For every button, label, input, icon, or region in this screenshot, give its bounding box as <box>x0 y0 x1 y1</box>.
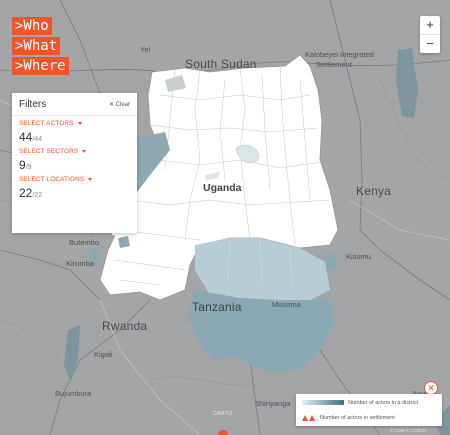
legend-settlement-label: Number of actors in settlement <box>320 414 395 421</box>
sectors-filter: SELECT SECTORS 9/9 <box>12 144 137 172</box>
chevron-down-icon <box>77 121 82 125</box>
actors-total: /44 <box>32 136 43 143</box>
locations-total: /22 <box>32 192 43 199</box>
map-label-kirumba: Kirumba <box>66 259 94 268</box>
sectors-total: /9 <box>25 164 32 171</box>
legend-gradient <box>302 400 344 405</box>
map-label-arusha: Arus <box>412 389 427 398</box>
map-label-musoma: Musoma <box>272 300 301 309</box>
logo-where: >Where <box>12 57 69 75</box>
actors-filter: SELECT ACTORS 44/44 <box>12 116 137 144</box>
map-label-kenya: Kenya <box>356 184 392 198</box>
map-label-settlement-line2: Settlement <box>316 60 352 69</box>
locations-filter: SELECT LOCATIONS 22/22 <box>12 172 137 200</box>
select-locations-dropdown[interactable]: SELECT LOCATIONS <box>19 176 130 183</box>
map-label-tanzania: Tanzania <box>192 300 242 314</box>
map-label-south-sudan: South Sudan <box>185 57 257 71</box>
map-label-butembo: Butembo <box>69 238 100 247</box>
locations-value: 22 <box>19 186 33 200</box>
clear-filters-button[interactable]: ✕ Clear <box>108 102 130 108</box>
zoom-control: + − <box>420 16 440 53</box>
filters-header: Filters ✕ Clear <box>12 93 137 116</box>
filters-panel: Filters ✕ Clear SELECT ACTORS 44/44 SELE… <box>12 93 137 233</box>
select-actors-dropdown[interactable]: SELECT ACTORS <box>19 120 130 127</box>
map-legend: Number of actors in a district Number of… <box>296 394 442 426</box>
legend-district-label: Number of actors in a district <box>348 399 418 406</box>
zoom-in-button[interactable]: + <box>426 17 434 32</box>
sectors-count: 9/9 <box>19 158 130 172</box>
select-actors-label: SELECT ACTORS <box>19 120 74 127</box>
logo-who: >Who <box>12 17 52 35</box>
map-label-bujumbura: Bujumbura <box>55 389 92 398</box>
logo-what: >What <box>12 37 61 55</box>
chevron-down-icon <box>82 149 87 153</box>
map-label-rwanda: Rwanda <box>102 319 148 333</box>
sectors-value: 9 <box>19 158 26 172</box>
filters-title: Filters <box>19 99 47 110</box>
map-label-settlement-line1: Kalobeyei Integrated <box>305 50 374 59</box>
select-sectors-label: SELECT SECTORS <box>19 148 79 155</box>
map-credits[interactable]: © OSM © CARTO <box>390 428 427 433</box>
legend-settlement-row: Number of actors in settlement <box>296 411 442 424</box>
map-label-shinyanga: Shinyanga <box>255 399 291 408</box>
settlement-triangle-icon <box>309 414 315 421</box>
select-locations-label: SELECT LOCATIONS <box>19 176 85 183</box>
map-label-kigali: Kigali <box>94 350 113 359</box>
map-label-yei: Yei <box>140 45 151 54</box>
map-label-kisumu: Kisumu <box>346 252 372 261</box>
actors-count: 44/44 <box>19 130 130 144</box>
zoom-out-button[interactable]: − <box>420 34 440 53</box>
chevron-down-icon <box>88 177 93 181</box>
app-logo[interactable]: >Who >What >Where <box>12 17 69 77</box>
legend-district-row: Number of actors in a district <box>296 396 442 409</box>
select-sectors-dropdown[interactable]: SELECT SECTORS <box>19 148 130 155</box>
carto-attribution: CARTO <box>213 411 233 417</box>
close-icon[interactable]: ✕ <box>424 381 438 395</box>
locations-count: 22/22 <box>19 186 130 200</box>
map-label-uganda: Uganda <box>203 182 242 194</box>
actors-value: 44 <box>19 130 33 144</box>
settlement-triangle-icon <box>302 414 308 421</box>
